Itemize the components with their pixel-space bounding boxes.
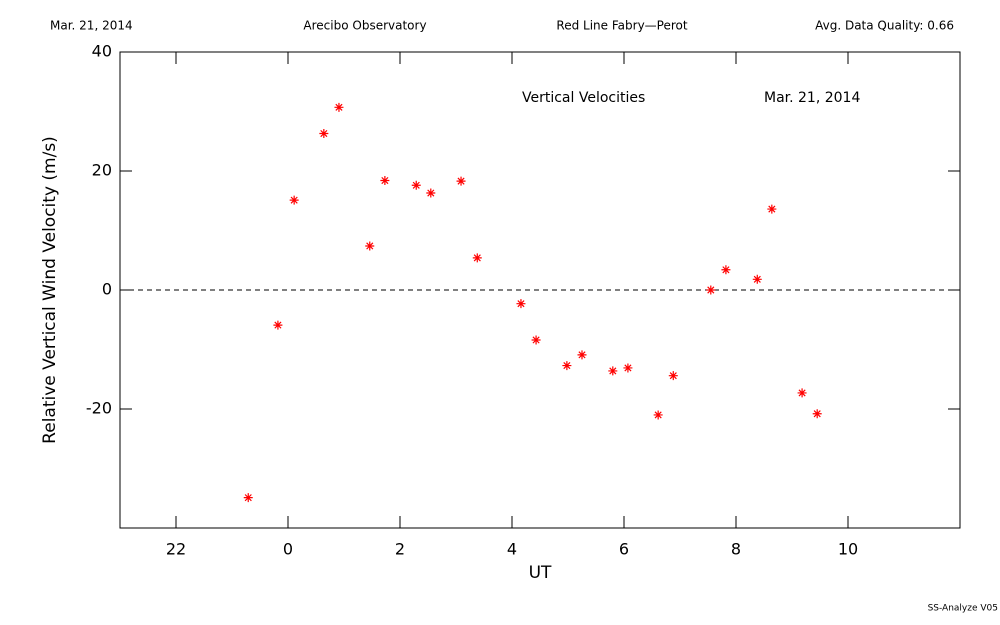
header-site: Arecibo Observatory [303,19,426,33]
point [668,371,678,381]
point [752,274,762,284]
x-tick-label: 22 [166,540,186,559]
point [721,265,731,275]
annotation: Mar. 21, 2014 [764,90,860,106]
point [289,195,299,205]
y-tick-label: -20 [86,399,112,418]
point [767,204,777,214]
footer: SS-Analyze V05 [928,604,998,614]
y-axis-label: Relative Vertical Wind Velocity (m/s) [40,136,60,444]
x-tick-label: 2 [395,540,405,559]
point [577,350,587,360]
point [411,180,421,190]
annotation: Vertical Velocities [522,90,645,106]
point [426,188,436,198]
point [653,410,663,420]
point [380,176,390,186]
y-tick-label: 20 [92,161,112,180]
point [273,320,283,330]
header-date: Mar. 21, 2014 [50,19,133,33]
point [243,493,253,503]
x-axis-label: UT [529,563,552,583]
point [797,388,807,398]
x-tick-label: 8 [731,540,741,559]
x-tick-label: 10 [838,540,858,559]
point [456,176,466,186]
y-tick-label: 0 [102,280,112,299]
point [334,102,344,112]
header-instrument: Red Line Fabry—Perot [556,19,687,33]
y-tick-label: 40 [92,42,112,61]
point [531,335,541,345]
x-tick-label: 6 [619,540,629,559]
point [812,409,822,419]
point [365,241,375,251]
point [516,299,526,309]
point [562,361,572,371]
header-quality: Avg. Data Quality: 0.66 [815,19,954,33]
x-tick-label: 0 [283,540,293,559]
point [472,253,482,263]
point [706,285,716,295]
point [319,129,329,139]
point [623,363,633,373]
x-tick-label: 4 [507,540,517,559]
point [608,366,618,376]
